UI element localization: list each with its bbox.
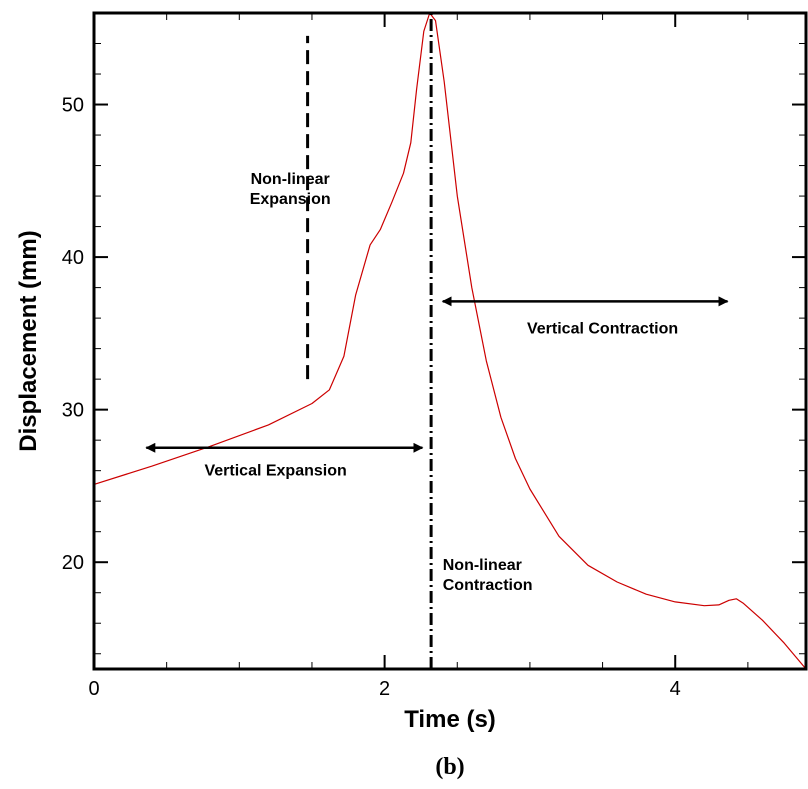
annotation-label: Vertical Expansion xyxy=(204,462,346,479)
y-tick-label: 20 xyxy=(62,552,84,574)
figure-caption: (b) xyxy=(435,754,464,780)
x-tick-label: 2 xyxy=(379,678,390,700)
annotation-label: Non-linear Contraction xyxy=(443,557,533,594)
plot-frame xyxy=(92,11,808,671)
annotation-label: Non-linear Expansion xyxy=(250,171,331,208)
annotation-line: Expansion xyxy=(250,191,331,208)
annotations-layer: Non-linear Expansion Vertical Contraction V… xyxy=(145,13,729,669)
annotation-line: Vertical Contraction xyxy=(527,320,678,337)
annotation-label: Vertical Contraction xyxy=(527,320,678,337)
annotation-line: Non-linear xyxy=(251,171,330,188)
x-tick-label: 0 xyxy=(88,678,99,700)
y-tick-label: 40 xyxy=(62,247,84,269)
x-axis-title: Time (s) xyxy=(404,706,496,733)
annotation-line: Contraction xyxy=(443,577,533,594)
y-tick-label: 50 xyxy=(62,95,84,117)
annotation-line: Vertical Expansion xyxy=(204,462,346,479)
y-tick-label: 30 xyxy=(62,400,84,422)
ticks-layer: 20 30 40 50 0 2 4 xyxy=(62,12,806,700)
y-axis-title: Displacement (mm) xyxy=(15,230,42,451)
x-tick-label: 4 xyxy=(670,678,681,700)
series-layer xyxy=(93,12,807,670)
annotation-line: Non-linear xyxy=(443,557,522,574)
displacement-series-line xyxy=(93,12,807,670)
